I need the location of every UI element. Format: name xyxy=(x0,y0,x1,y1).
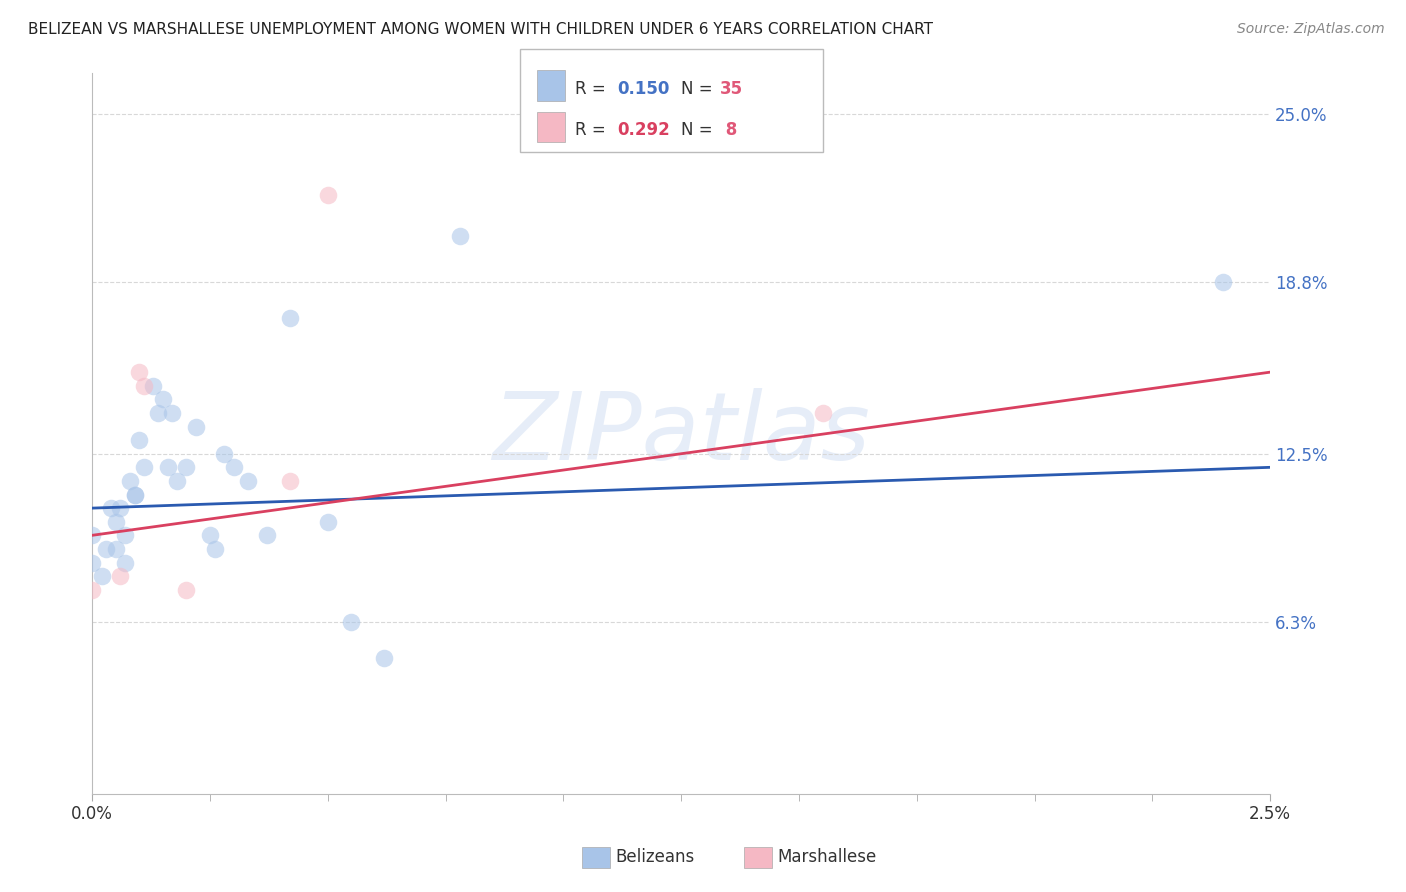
Text: Source: ZipAtlas.com: Source: ZipAtlas.com xyxy=(1237,22,1385,37)
Point xyxy=(184,419,207,434)
Point xyxy=(104,515,127,529)
Point xyxy=(176,582,198,597)
Point xyxy=(104,541,127,556)
Text: R =: R = xyxy=(575,121,612,139)
Point xyxy=(132,460,155,475)
Point xyxy=(212,447,235,461)
Point xyxy=(222,460,245,475)
Point xyxy=(278,474,301,488)
Point xyxy=(316,515,339,529)
Point xyxy=(100,501,122,516)
Text: BELIZEAN VS MARSHALLESE UNEMPLOYMENT AMONG WOMEN WITH CHILDREN UNDER 6 YEARS COR: BELIZEAN VS MARSHALLESE UNEMPLOYMENT AMO… xyxy=(28,22,934,37)
Point xyxy=(110,501,132,516)
Text: 8: 8 xyxy=(720,121,737,139)
Point xyxy=(340,615,363,630)
Point xyxy=(449,229,471,244)
Point xyxy=(110,569,132,583)
Point xyxy=(236,474,259,488)
Point xyxy=(90,569,112,583)
Point xyxy=(316,188,339,202)
Point xyxy=(82,556,104,570)
Point xyxy=(204,541,226,556)
Point xyxy=(176,460,198,475)
Point xyxy=(152,392,174,407)
Point xyxy=(162,406,184,420)
Text: Marshallese: Marshallese xyxy=(778,848,877,866)
Text: 35: 35 xyxy=(720,80,742,98)
Point xyxy=(118,474,141,488)
Text: N =: N = xyxy=(681,121,717,139)
Text: R =: R = xyxy=(575,80,612,98)
Point xyxy=(166,474,188,488)
Point xyxy=(811,406,834,420)
Point xyxy=(114,528,136,542)
Point xyxy=(373,650,395,665)
Point xyxy=(132,378,155,392)
Point xyxy=(82,528,104,542)
Point xyxy=(198,528,221,542)
Point xyxy=(82,582,104,597)
Point xyxy=(128,365,150,379)
Point xyxy=(278,310,301,325)
Point xyxy=(146,406,169,420)
Point xyxy=(96,541,118,556)
Point xyxy=(124,487,146,501)
Point xyxy=(124,487,146,501)
Text: 0.292: 0.292 xyxy=(617,121,671,139)
Text: 0.150: 0.150 xyxy=(617,80,669,98)
Point xyxy=(128,433,150,447)
Point xyxy=(256,528,278,542)
Point xyxy=(142,378,165,392)
Text: Belizeans: Belizeans xyxy=(616,848,695,866)
Point xyxy=(156,460,179,475)
Text: N =: N = xyxy=(681,80,717,98)
Text: ZIPatlas: ZIPatlas xyxy=(492,388,870,479)
Point xyxy=(1212,276,1234,290)
Point xyxy=(114,556,136,570)
